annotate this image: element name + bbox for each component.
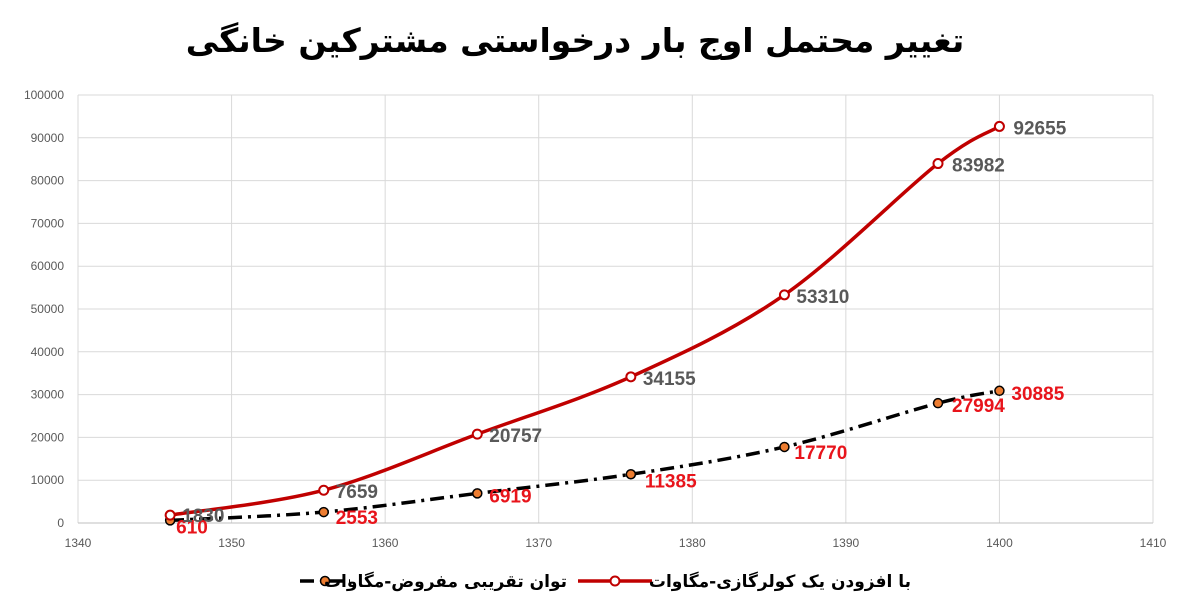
marker-with-ac — [932, 158, 944, 170]
y-tick-label: 100000 — [24, 88, 64, 102]
y-tick-label: 40000 — [31, 345, 65, 359]
marker-with-ac — [993, 120, 1005, 132]
marker-assumed-power — [779, 441, 790, 453]
data-label-with-ac: 34155 — [643, 369, 696, 390]
y-tick-label: 0 — [57, 516, 64, 530]
marker-with-ac — [164, 509, 176, 521]
y-tick-label: 30000 — [31, 388, 65, 402]
y-tick-label: 90000 — [31, 131, 65, 145]
y-tick-label: 70000 — [31, 216, 65, 230]
marker-assumed-power — [994, 385, 1005, 397]
x-tick-label: 1340 — [65, 536, 92, 550]
data-label-with-ac: 1830 — [182, 506, 224, 527]
legend-marker-assumed-power — [319, 575, 331, 587]
data-label-assumed-power: 610 — [176, 517, 208, 538]
x-tick-label: 1360 — [372, 536, 399, 550]
marker-with-ac — [318, 484, 330, 496]
series-line-assumed-power — [170, 389, 1000, 523]
y-tick-label: 20000 — [31, 430, 65, 444]
x-tick-label: 1350 — [218, 536, 245, 550]
data-label-with-ac: 7659 — [336, 482, 378, 503]
data-label-assumed-power: 6919 — [489, 486, 531, 507]
tick-labels: 1340 1350 1360 1370 1380 1390 1400 1410 0 10000 20… — [24, 88, 1167, 550]
legend: با افزودن یک کولرگازی-مگاوات توان تقریبی … — [300, 571, 911, 592]
data-labels: 610 2553 6919 11385 17770 27994 30885 1830 7659 2… — [176, 118, 1067, 538]
data-label-assumed-power: 17770 — [794, 443, 847, 464]
x-tick-label: 1380 — [679, 536, 706, 550]
y-tick-label: 60000 — [31, 259, 65, 273]
x-tick-label: 1370 — [525, 536, 552, 550]
data-label-with-ac: 92655 — [1013, 118, 1066, 139]
legend-marker-with-ac — [609, 575, 621, 587]
marker-with-ac — [471, 428, 483, 440]
series-line-with-ac — [169, 124, 1001, 517]
chart-title: تغییر محتمل اوج بار درخواستی مشترکین خان… — [186, 21, 965, 61]
data-label-assumed-power: 30885 — [1011, 384, 1064, 405]
legend-label-assumed-power: توان تقریبی مفروض-مگاوات — [324, 571, 567, 592]
marker-with-ac — [625, 371, 637, 383]
y-tick-label: 50000 — [31, 302, 65, 316]
data-label-assumed-power: 27994 — [952, 396, 1005, 417]
marker-assumed-power — [472, 488, 483, 499]
data-label-assumed-power: 2553 — [336, 508, 378, 529]
y-tick-label: 10000 — [31, 473, 65, 487]
data-label-with-ac: 20757 — [489, 426, 542, 447]
markers — [164, 120, 1005, 526]
y-tick-label: 80000 — [31, 174, 65, 188]
x-tick-label: 1390 — [833, 536, 860, 550]
marker-assumed-power — [932, 397, 944, 409]
x-tick-label: 1400 — [986, 536, 1013, 550]
legend-label-with-ac: با افزودن یک کولرگازی-مگاوات — [649, 571, 911, 592]
marker-assumed-power — [318, 506, 329, 518]
data-label-with-ac: 83982 — [952, 156, 1005, 177]
data-label-assumed-power: 11385 — [645, 471, 697, 492]
x-tick-label: 1410 — [1140, 536, 1167, 550]
marker-with-ac — [778, 289, 790, 301]
marker-assumed-power — [625, 469, 637, 480]
series-lines — [169, 124, 1001, 523]
axes — [77, 95, 1153, 524]
data-label-with-ac: 53310 — [796, 287, 849, 308]
